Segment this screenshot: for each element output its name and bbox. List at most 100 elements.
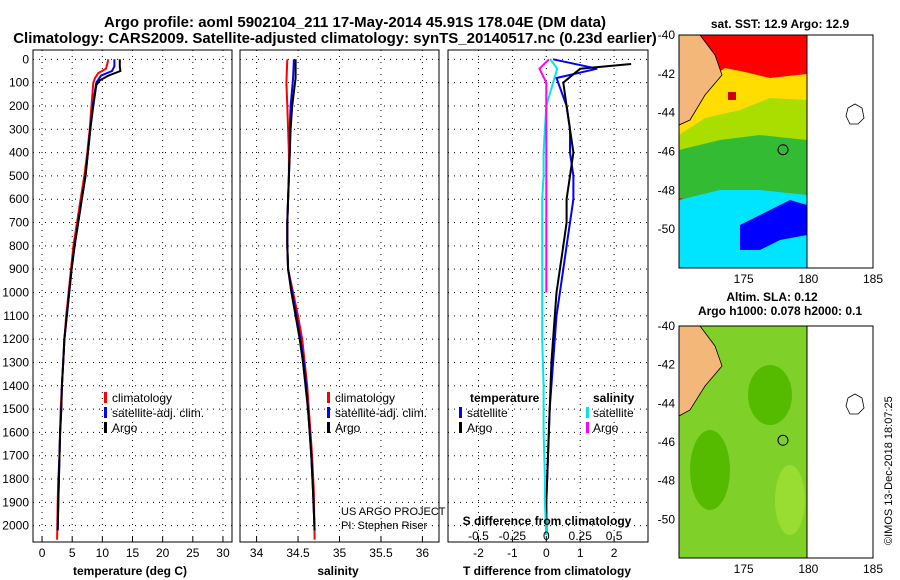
x-tick-label: 10 <box>96 546 110 560</box>
argo-float-marker-sst <box>777 144 789 156</box>
legend-climatology-label-2: climatology <box>335 391 395 405</box>
y-tick-label: 1300 <box>2 355 29 369</box>
y-tick-label: 1000 <box>2 286 29 300</box>
legend-t-satellite-label: satellite <box>467 406 508 420</box>
legend-argo-label: Argo <box>112 421 138 435</box>
chatham-island-outline <box>845 103 865 125</box>
credit-pi: PI: Stephen Riser <box>341 520 428 532</box>
series-line-salinity-satellite <box>541 58 559 536</box>
s-diff-tick-label: 0.25 <box>569 529 593 543</box>
map-lat-tick-label: -48 <box>658 474 676 488</box>
x-tick-label: 1 <box>577 546 584 560</box>
x-tick-label: 34.5 <box>286 546 310 560</box>
y-tick-label: 700 <box>9 216 29 230</box>
series-line-salinity-argo <box>538 58 550 293</box>
x-tick-label: 35 <box>333 546 347 560</box>
map-lat-tick-label: -46 <box>658 435 676 449</box>
argo-float-marker-sla <box>777 434 789 446</box>
figure-title-line1: Argo profile: aoml 5902104_211 17-May-20… <box>104 14 606 31</box>
legend-argo-label-2: Argo <box>335 421 361 435</box>
legend-s-satellite-swatch <box>586 407 589 418</box>
legend-satellite-swatch-2 <box>327 407 330 418</box>
x-tick-label: 20 <box>156 546 170 560</box>
y-tick-label: 1700 <box>2 449 29 463</box>
legend-argo-swatch <box>104 422 107 433</box>
series-line-argo <box>286 59 316 531</box>
map-lat-tick-label: -40 <box>658 28 676 42</box>
x-tick-label: 5 <box>69 546 76 560</box>
legend-s-satellite-label: satellite <box>593 406 634 420</box>
sst-coldest-patch <box>740 200 807 250</box>
y-tick-label: 400 <box>9 146 29 160</box>
x-tick-label: 35.5 <box>369 546 393 560</box>
difference-plot-frame <box>447 49 649 543</box>
sla-low-patch-2 <box>748 365 792 425</box>
x-tick-label: 30 <box>216 546 230 560</box>
map-lat-tick-label: -42 <box>658 67 676 81</box>
y-tick-label: 2000 <box>2 519 29 533</box>
series-line-temperature-satellite <box>545 58 598 535</box>
map-lon-tick-label: 175 <box>734 562 754 576</box>
y-tick-label: 1100 <box>3 309 29 323</box>
legend-t-argo-swatch <box>459 422 462 433</box>
map-lat-tick-label: -42 <box>658 358 676 372</box>
sla-low-patch-1 <box>690 430 730 510</box>
x-tick-label: 0 <box>543 546 550 560</box>
map-lat-tick-label: -50 <box>658 222 676 236</box>
s-diff-tick-label: -0.25 <box>499 529 527 543</box>
legend-temperature-heading: temperature <box>470 391 540 405</box>
sla-map-subtitle: Argo h1000: 0.078 h2000: 0.1 <box>698 304 862 318</box>
map-lon-tick-label: 180 <box>798 562 818 576</box>
y-tick-label: 500 <box>9 169 29 183</box>
legend-t-argo-label: Argo <box>467 421 493 435</box>
legend-t-satellite-swatch <box>459 407 462 418</box>
sla-map: Altim. SLA: 0.12 Argo h1000: 0.078 h2000… <box>658 290 884 576</box>
legend-climatology-label: climatology <box>112 391 172 405</box>
series-line-argo <box>56 59 122 531</box>
legend-argo-swatch-2 <box>327 422 330 433</box>
x-tick-label: 34 <box>250 546 264 560</box>
imos-timestamp: ©IMOS 13-Dec-2018 18:07:25 <box>883 396 895 545</box>
s-diff-tick-label: 0 <box>543 529 550 543</box>
salinity-panel: 34 34.5 35 35.5 36 salinity climatology sate… <box>239 49 446 578</box>
legend-salinity-heading: salinity <box>593 391 635 405</box>
x-tick-label: -1 <box>507 546 518 560</box>
t-difference-axis-label: T difference from climatology <box>463 564 631 578</box>
series-line-climatology <box>56 59 110 540</box>
legend-satellite-swatch <box>104 407 107 418</box>
legend-climatology-swatch <box>104 392 107 403</box>
sst-map-extended-frame <box>806 34 874 269</box>
legend-climatology-swatch-2 <box>327 392 330 403</box>
y-tick-label: 1200 <box>2 332 29 346</box>
sla-map-extended-frame <box>806 325 874 559</box>
s-diff-tick-label: -0.5 <box>468 529 489 543</box>
temperature-panel: 0 5 10 15 20 25 30 0 100 200 300 400 500 600 700 800 90… <box>2 49 233 578</box>
series-line-satellite-adj-clim- <box>56 59 116 531</box>
credit-project: US ARGO PROJECT <box>341 506 446 518</box>
sst-cool-band <box>679 135 807 205</box>
legend-satellite-label: satellite-adj. clim. <box>112 406 204 420</box>
y-tick-label: 200 <box>9 99 29 113</box>
y-tick-label: 800 <box>9 239 29 253</box>
map-lon-tick-label: 185 <box>863 272 883 286</box>
x-tick-label: -2 <box>473 546 484 560</box>
map-lat-tick-label: -44 <box>658 396 676 410</box>
x-tick-label: 0 <box>39 546 46 560</box>
salinity-x-axis-label: salinity <box>317 564 359 578</box>
y-tick-label: 0 <box>22 52 29 66</box>
y-tick-label: 1800 <box>2 472 29 486</box>
sla-high-patch <box>775 465 805 535</box>
sst-map: sat. SST: 12.9 Argo: 12.9 175 180 185 -40 -4… <box>658 17 884 286</box>
y-tick-label: 1900 <box>2 495 29 509</box>
sst-hot-cell <box>728 92 736 100</box>
x-tick-label: 36 <box>416 546 430 560</box>
map-lon-tick-label: 180 <box>798 272 818 286</box>
map-lat-tick-label: -46 <box>658 145 676 159</box>
map-lon-tick-label: 185 <box>863 562 883 576</box>
map-lat-tick-label: -40 <box>658 319 676 333</box>
map-lat-tick-label: -50 <box>658 512 676 526</box>
y-tick-label: 1600 <box>2 425 29 439</box>
sla-map-title: Altim. SLA: 0.12 <box>726 290 818 304</box>
y-tick-label: 900 <box>9 262 29 276</box>
